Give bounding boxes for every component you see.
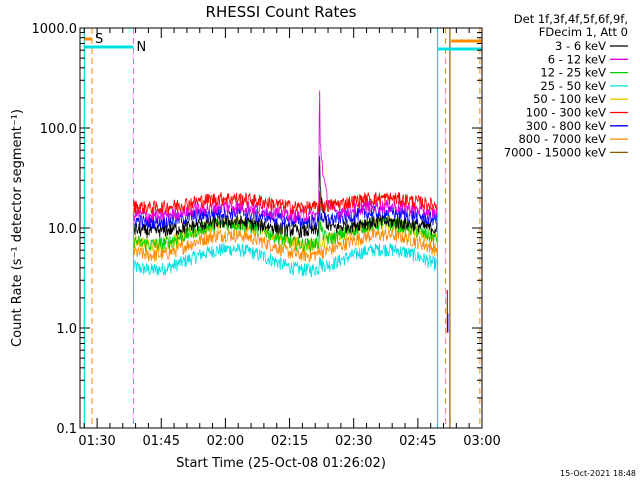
legend: Det 1f,3f,4f,5f,6f,9f,FDecim 1, Att 03 -… xyxy=(504,12,628,159)
legend-entry: 50 - 100 keV xyxy=(533,92,606,106)
y-axis-label: Count Rate (s⁻¹ detector segment⁻¹) xyxy=(10,109,25,347)
axes: 0.1 1.0 10.0 100.0 1000.0 01:30 01:45 02:00 02:1… xyxy=(32,22,501,449)
legend-entry: 12 - 25 keV xyxy=(540,66,606,80)
legend-entry: 7000 - 15000 keV xyxy=(504,145,606,159)
x-tick-label: 01:30 xyxy=(78,434,115,449)
series-line xyxy=(133,194,438,253)
x-tick-label: 01:45 xyxy=(143,434,180,449)
footer-timestamp: 15-Oct-2021 18:48 xyxy=(560,469,636,478)
series-line xyxy=(133,228,438,264)
series-line xyxy=(133,204,438,230)
x-tick-label: 02:15 xyxy=(271,434,308,449)
x-axis-label: Start Time (25-Oct-08 01:26:02) xyxy=(176,456,386,471)
series-line xyxy=(133,243,438,278)
y-tick-label: 0.1 xyxy=(56,422,77,437)
night-marker-label: N xyxy=(136,40,146,55)
legend-entry: 800 - 7000 keV xyxy=(518,132,606,146)
x-tick-label: 02:30 xyxy=(335,434,372,449)
chart-title: RHESSI Count Rates xyxy=(206,3,357,21)
y-tick-label: 10.0 xyxy=(48,222,77,237)
x-tick-label: 02:00 xyxy=(207,434,244,449)
series-line xyxy=(133,90,438,223)
x-tick-label: 03:00 xyxy=(463,434,500,449)
series-line xyxy=(133,191,438,215)
saa-marker-label: S xyxy=(95,32,103,47)
y-tick-label: 100.0 xyxy=(40,122,77,137)
legend-header: FDecim 1, Att 0 xyxy=(539,25,628,39)
y-tick-label: 1000.0 xyxy=(32,22,78,37)
legend-entry: 300 - 800 keV xyxy=(526,119,606,133)
plot-area: SN xyxy=(83,28,482,428)
y-tick-label: 1.0 xyxy=(56,322,77,337)
legend-header: Det 1f,3f,4f,5f,6f,9f, xyxy=(514,12,628,26)
legend-entry: 100 - 300 keV xyxy=(526,106,606,120)
legend-entry: 3 - 6 keV xyxy=(555,39,606,53)
x-tick-label: 02:45 xyxy=(399,434,436,449)
legend-entry: 25 - 50 keV xyxy=(540,79,606,93)
legend-entry: 6 - 12 keV xyxy=(548,52,606,66)
series-line xyxy=(133,156,438,239)
